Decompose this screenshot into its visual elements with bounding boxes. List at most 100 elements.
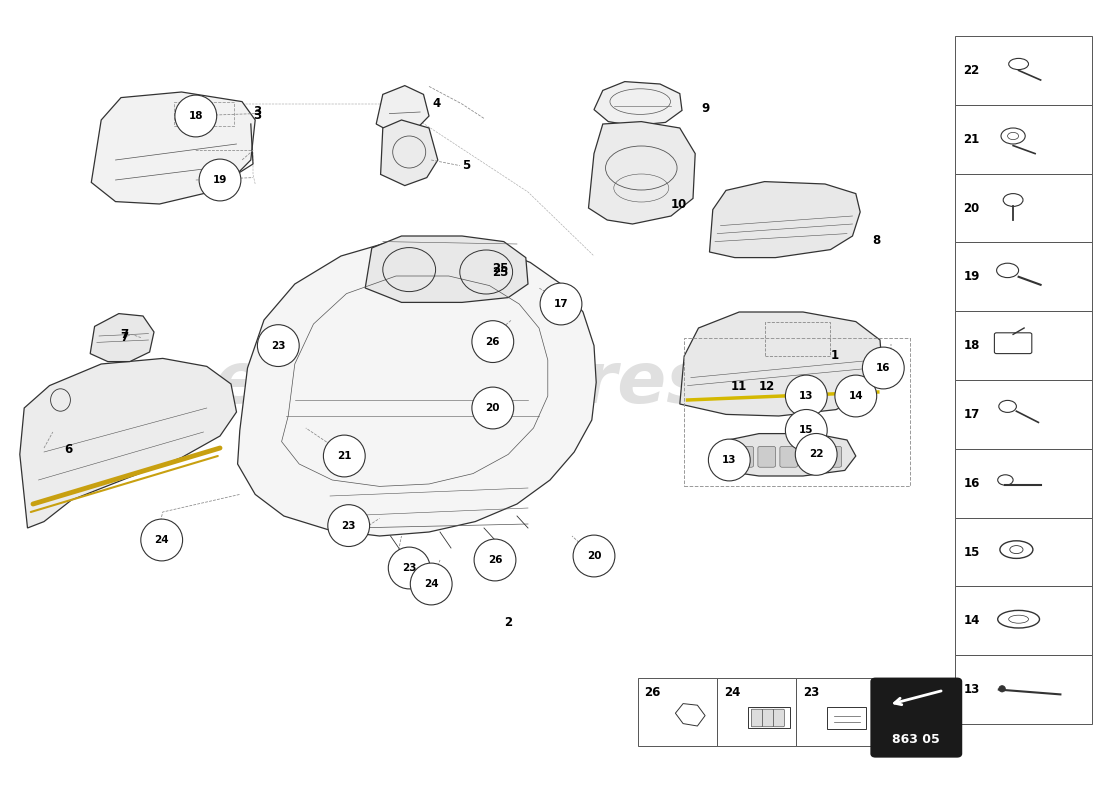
Text: 11: 11: [730, 380, 747, 393]
Text: 21: 21: [964, 133, 980, 146]
FancyBboxPatch shape: [955, 174, 1092, 242]
FancyBboxPatch shape: [751, 709, 762, 726]
Text: 25: 25: [492, 262, 508, 275]
Text: 10: 10: [671, 198, 688, 210]
Text: 863 05: 863 05: [892, 733, 940, 746]
Text: 26: 26: [485, 337, 501, 346]
Ellipse shape: [540, 283, 582, 325]
Text: 7: 7: [120, 328, 128, 341]
Polygon shape: [710, 182, 860, 258]
Text: 15: 15: [964, 546, 980, 558]
Text: 20: 20: [964, 202, 980, 214]
Text: 1: 1: [830, 350, 838, 362]
Ellipse shape: [472, 321, 514, 362]
Ellipse shape: [328, 505, 370, 546]
Ellipse shape: [257, 325, 299, 366]
Text: 17: 17: [553, 299, 569, 309]
Text: 18: 18: [188, 111, 204, 121]
Text: 3: 3: [253, 109, 261, 122]
Ellipse shape: [862, 347, 904, 389]
Ellipse shape: [388, 547, 430, 589]
Text: 6: 6: [64, 443, 73, 456]
Text: 22: 22: [964, 64, 980, 77]
Text: 5: 5: [462, 159, 471, 172]
Text: 8: 8: [872, 234, 881, 246]
FancyBboxPatch shape: [871, 678, 961, 757]
Text: 18: 18: [964, 339, 980, 352]
FancyBboxPatch shape: [955, 518, 1092, 586]
FancyBboxPatch shape: [955, 586, 1092, 655]
Polygon shape: [91, 92, 255, 204]
FancyBboxPatch shape: [824, 446, 842, 467]
Ellipse shape: [323, 435, 365, 477]
Text: 13: 13: [964, 683, 980, 696]
Text: 7: 7: [120, 331, 128, 344]
Ellipse shape: [199, 159, 241, 201]
Text: 20: 20: [485, 403, 501, 413]
Text: 19: 19: [964, 270, 980, 283]
Polygon shape: [381, 120, 438, 186]
FancyBboxPatch shape: [955, 655, 1092, 724]
Ellipse shape: [708, 439, 750, 481]
FancyBboxPatch shape: [780, 446, 798, 467]
Ellipse shape: [835, 375, 877, 417]
Text: 25: 25: [492, 266, 508, 278]
Polygon shape: [594, 82, 682, 126]
Ellipse shape: [472, 387, 514, 429]
Text: 26: 26: [645, 686, 661, 698]
Text: eu.ro.pa.res: eu.ro.pa.res: [213, 350, 711, 418]
Ellipse shape: [141, 519, 183, 561]
Ellipse shape: [175, 95, 217, 137]
FancyBboxPatch shape: [736, 446, 754, 467]
Text: 26: 26: [487, 555, 503, 565]
FancyBboxPatch shape: [955, 380, 1092, 449]
FancyBboxPatch shape: [955, 242, 1092, 311]
Text: 15: 15: [799, 426, 814, 435]
Polygon shape: [365, 236, 528, 302]
FancyBboxPatch shape: [955, 105, 1092, 174]
FancyBboxPatch shape: [796, 678, 876, 746]
Ellipse shape: [999, 686, 1005, 692]
FancyBboxPatch shape: [802, 446, 820, 467]
Text: 24: 24: [424, 579, 439, 589]
Polygon shape: [238, 240, 596, 536]
Text: 21: 21: [337, 451, 352, 461]
Text: 23: 23: [803, 686, 820, 698]
Text: 24: 24: [724, 686, 740, 698]
Polygon shape: [376, 86, 429, 134]
Text: 2: 2: [504, 616, 512, 629]
Text: 13: 13: [799, 391, 814, 401]
Text: 20: 20: [586, 551, 602, 561]
Text: 16: 16: [964, 477, 980, 490]
FancyBboxPatch shape: [955, 449, 1092, 518]
Ellipse shape: [573, 535, 615, 577]
Text: 14: 14: [848, 391, 864, 401]
Text: a passion for parts since 1985: a passion for parts since 1985: [271, 446, 565, 466]
Text: 9: 9: [702, 102, 711, 114]
FancyBboxPatch shape: [762, 709, 773, 726]
FancyBboxPatch shape: [638, 678, 717, 746]
FancyBboxPatch shape: [955, 36, 1092, 105]
Text: 14: 14: [964, 614, 980, 627]
Text: 4: 4: [432, 97, 440, 110]
Ellipse shape: [785, 375, 827, 417]
Text: 16: 16: [876, 363, 891, 373]
FancyBboxPatch shape: [773, 709, 784, 726]
Polygon shape: [588, 122, 695, 224]
Text: 23: 23: [341, 521, 356, 530]
Text: 3: 3: [253, 106, 261, 118]
Text: 24: 24: [154, 535, 169, 545]
Polygon shape: [90, 314, 154, 362]
FancyBboxPatch shape: [717, 678, 796, 746]
Ellipse shape: [410, 563, 452, 605]
Text: 23: 23: [271, 341, 286, 350]
FancyBboxPatch shape: [955, 311, 1092, 380]
Text: 22: 22: [808, 450, 824, 459]
Ellipse shape: [474, 539, 516, 581]
Text: 12: 12: [759, 380, 775, 393]
Polygon shape: [680, 312, 882, 416]
FancyBboxPatch shape: [758, 446, 776, 467]
Text: 13: 13: [722, 455, 737, 465]
Polygon shape: [726, 434, 856, 476]
Text: 23: 23: [402, 563, 417, 573]
